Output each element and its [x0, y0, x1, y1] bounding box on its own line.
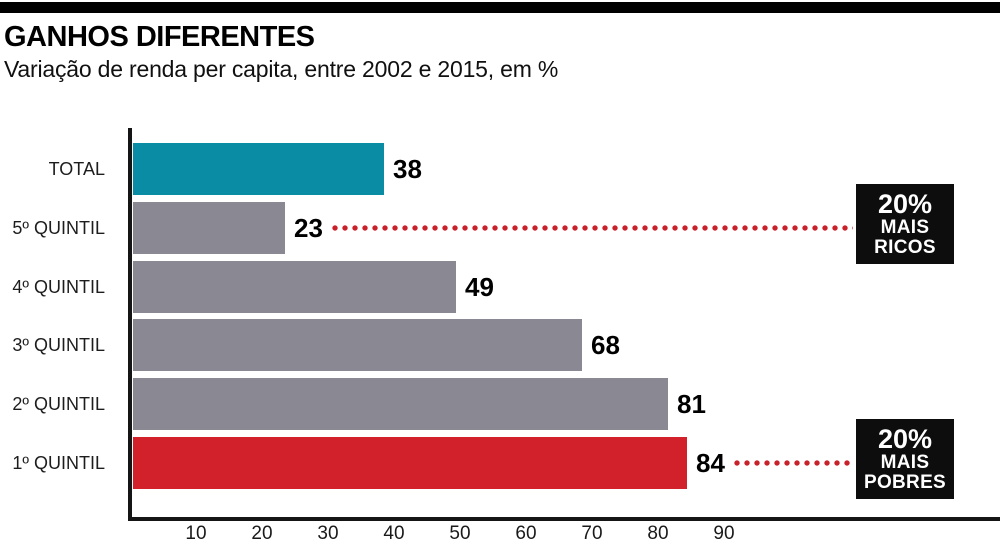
value-label: 49: [465, 272, 494, 302]
annotation-text-line: POBRES: [863, 471, 947, 493]
bar: [133, 261, 456, 313]
annotation-box: 20% MAIS RICOS: [856, 184, 954, 264]
x-axis-line: [128, 517, 1000, 521]
x-tick-label: 40: [383, 523, 405, 544]
bar: [133, 143, 384, 195]
annotation-text-line: MAIS: [880, 451, 930, 473]
annotation-text-line: 20%: [877, 188, 933, 219]
annotation-text-line: 20%: [877, 423, 933, 454]
top-rule: [0, 2, 1000, 13]
category-label: 5º QUINTIL: [12, 218, 105, 238]
x-tick-label: 10: [185, 523, 207, 544]
x-tick-label: 60: [515, 523, 537, 544]
category-label: 4º QUINTIL: [12, 277, 105, 297]
value-label: 84: [696, 448, 725, 478]
x-tick-label: 80: [647, 523, 669, 544]
x-tick-label: 30: [317, 523, 339, 544]
value-label: 81: [677, 389, 706, 419]
category-label: 1º QUINTIL: [12, 453, 105, 473]
x-tick-label: 70: [581, 523, 603, 544]
bar: [133, 202, 285, 254]
bar: [133, 378, 668, 430]
bar: [133, 319, 582, 371]
value-label: 68: [591, 330, 620, 360]
annotation-box: 20% MAIS POBRES: [856, 419, 954, 499]
chart-title: GANHOS DIFERENTES: [4, 21, 315, 53]
annotation-text-line: MAIS: [880, 216, 930, 238]
value-label: 23: [294, 213, 323, 243]
category-label: 3º QUINTIL: [12, 335, 105, 355]
value-label: 38: [393, 154, 422, 184]
chart-subtitle: Variação de renda per capita, entre 2002…: [4, 56, 559, 82]
annotation-text-line: RICOS: [874, 236, 936, 258]
y-axis-line: [128, 128, 132, 521]
bar: [133, 437, 687, 489]
category-label: TOTAL: [48, 159, 105, 179]
dotted-connector-line: [332, 225, 853, 231]
category-label: 2º QUINTIL: [12, 394, 105, 414]
x-tick-label: 90: [713, 523, 735, 544]
dotted-connector-line: [734, 460, 853, 466]
x-tick-label: 50: [449, 523, 471, 544]
x-tick-label: 20: [251, 523, 273, 544]
